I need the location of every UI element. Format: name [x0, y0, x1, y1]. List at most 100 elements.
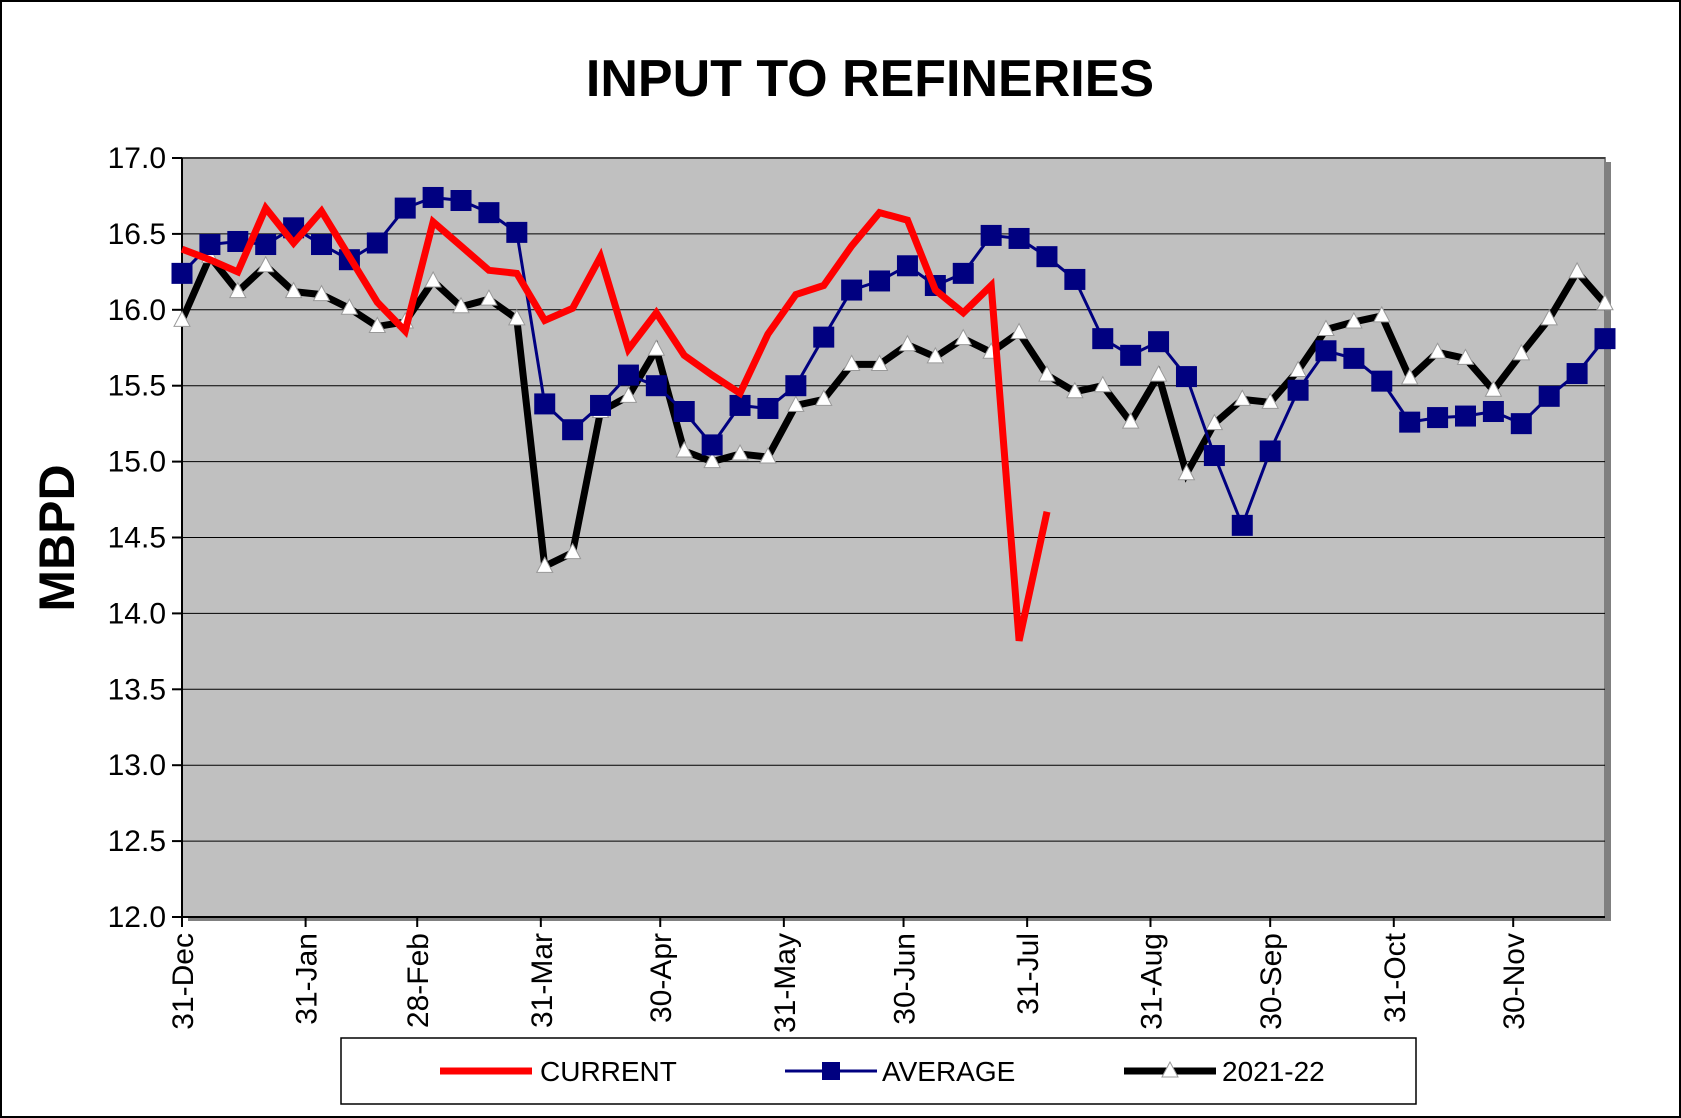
point-average	[980, 224, 1002, 246]
y-tick-label: 12.5	[108, 825, 166, 858]
y-tick-label: 13.5	[108, 673, 166, 706]
point-average	[1566, 363, 1588, 385]
point-2021-22	[954, 328, 973, 346]
y-axis-label: MBPD	[29, 464, 85, 611]
point-average	[1287, 379, 1309, 401]
point-average	[1454, 405, 1476, 427]
point-2021-22	[424, 270, 442, 288]
point-2021-22	[759, 446, 777, 464]
legend: CURRENT AVERAGE 2021-22	[340, 1037, 1417, 1105]
x-tick-label: 28-Feb	[402, 933, 435, 1028]
point-2021-22	[1233, 389, 1252, 406]
y-tick-label: 14.5	[108, 522, 166, 555]
point-average	[422, 186, 444, 208]
x-tick-label: 30-Nov	[1498, 933, 1531, 1030]
point-2021-22	[1345, 311, 1363, 329]
point-2021-22	[256, 255, 275, 273]
point-average	[1538, 385, 1560, 407]
point-2021-22	[675, 440, 694, 458]
point-average	[1259, 440, 1281, 462]
point-2021-22	[284, 281, 303, 299]
x-tick-label: 31-Dec	[167, 933, 200, 1030]
point-2021-22	[787, 395, 805, 412]
point-2021-22	[703, 451, 721, 469]
x-tick-label: 31-May	[769, 933, 802, 1033]
point-average	[255, 234, 277, 256]
point-2021-22	[452, 296, 470, 314]
point-average	[701, 434, 723, 456]
point-2021-22	[1010, 322, 1028, 340]
x-tick-label: 30-Apr	[645, 933, 678, 1023]
point-2021-22	[1400, 368, 1419, 385]
point-2021-22	[480, 289, 498, 306]
point-average	[1120, 344, 1142, 366]
point-average	[896, 255, 918, 277]
point-2021-22	[1456, 348, 1475, 365]
point-2021-22	[647, 339, 666, 356]
point-average	[1231, 514, 1253, 536]
point-2021-22	[228, 281, 247, 299]
chart-title: INPUT TO REFINERIES	[586, 50, 1154, 108]
point-2021-22	[535, 556, 554, 573]
point-2021-22	[1540, 308, 1559, 326]
x-tick-label: 30-Jun	[889, 933, 922, 1025]
point-average	[1399, 411, 1421, 433]
x-tick-label: 31-Aug	[1135, 933, 1168, 1030]
point-2021-22	[1568, 261, 1586, 279]
point-2021-22	[814, 389, 833, 406]
x-tick-label: 31-Jan	[291, 933, 324, 1025]
x-tick-label: 31-Jul	[1012, 933, 1045, 1015]
point-average	[1203, 445, 1225, 467]
point-2021-22	[312, 284, 331, 302]
point-average	[534, 393, 556, 415]
y-tick-label: 14.0	[108, 597, 166, 630]
x-tick-label: 31-Mar	[526, 933, 559, 1028]
point-average	[1064, 268, 1086, 290]
point-average	[1594, 328, 1616, 350]
point-2021-22	[1121, 412, 1140, 429]
point-average	[590, 394, 612, 416]
point-2021-22	[870, 354, 889, 371]
point-2021-22	[507, 308, 526, 326]
point-average	[1008, 227, 1030, 249]
point-average	[1427, 407, 1449, 429]
point-2021-22	[1289, 360, 1307, 378]
point-average	[869, 270, 891, 292]
point-2021-22	[368, 316, 387, 333]
legend-label-current: CURRENT	[540, 1056, 677, 1087]
point-2021-22	[1317, 319, 1335, 337]
point-average	[311, 234, 333, 256]
y-tick-label: 16.0	[108, 294, 166, 327]
point-average	[1482, 401, 1504, 423]
point-average	[1175, 366, 1197, 388]
point-average	[1371, 370, 1393, 392]
y-tick-label: 12.0	[108, 901, 166, 934]
point-2021-22	[1484, 380, 1503, 397]
point-average	[366, 232, 388, 254]
point-average	[813, 326, 835, 348]
point-2021-22	[1512, 343, 1531, 361]
x-tick-label: 31-Oct	[1379, 932, 1412, 1023]
point-average	[478, 202, 500, 224]
point-2021-22	[1177, 463, 1196, 481]
point-2021-22	[1149, 365, 1168, 382]
point-2021-22	[1428, 342, 1447, 359]
y-tick-label: 13.0	[108, 749, 166, 782]
point-2021-22	[1066, 381, 1084, 399]
point-2021-22	[1372, 305, 1391, 323]
y-tick-label: 15.5	[108, 370, 166, 403]
point-average	[171, 262, 193, 284]
point-average	[757, 397, 779, 419]
point-average	[199, 234, 221, 256]
point-average	[394, 197, 416, 219]
point-average	[1510, 413, 1532, 435]
point-2021-22	[563, 542, 582, 560]
point-2021-22	[1038, 365, 1056, 382]
point-2021-22	[1205, 413, 1224, 431]
point-2021-22	[926, 346, 945, 364]
point-average	[645, 375, 667, 397]
series-line-current	[180, 201, 1051, 642]
point-2021-22	[340, 298, 359, 315]
point-average	[673, 401, 695, 423]
